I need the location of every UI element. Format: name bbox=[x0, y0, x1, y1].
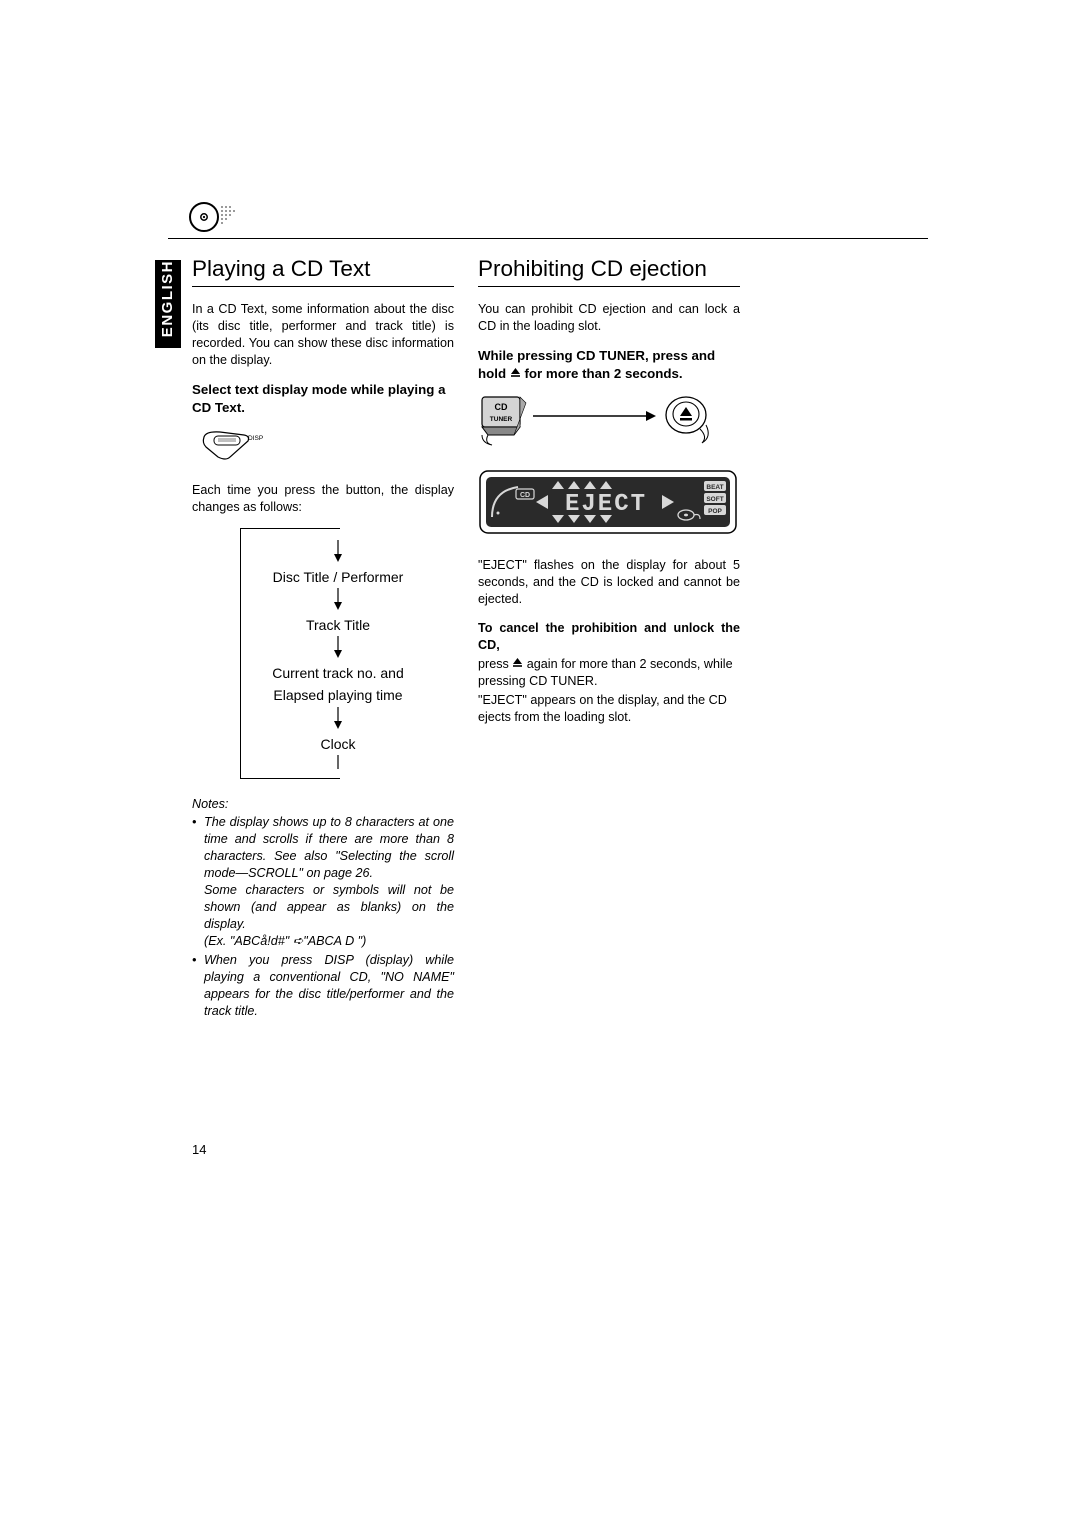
cd-header-icon bbox=[188, 200, 238, 234]
language-tab: ENGLISH bbox=[155, 260, 181, 348]
svg-text:CD: CD bbox=[495, 402, 508, 412]
right-intro: You can prohibit CD ejection and can loc… bbox=[478, 301, 740, 335]
flow-item-3b: Elapsed playing time bbox=[240, 684, 436, 706]
right-instruction: While pressing CD TUNER, press and hold … bbox=[478, 347, 740, 383]
disp-button-illustration: DISP bbox=[200, 427, 454, 468]
left-instruction: Select text display mode while playing a… bbox=[192, 381, 454, 417]
left-column: Playing a CD Text In a CD Text, some inf… bbox=[192, 256, 454, 1022]
svg-text:CD: CD bbox=[520, 492, 530, 499]
display-mode-flowchart: Disc Title / Performer Track Title Curre… bbox=[240, 528, 436, 779]
notes-heading: Notes: bbox=[192, 797, 454, 811]
page-number: 14 bbox=[192, 1142, 206, 1157]
svg-text:TUNER: TUNER bbox=[490, 416, 513, 423]
note-2: When you press DISP (display) while play… bbox=[192, 952, 454, 1020]
left-title: Playing a CD Text bbox=[192, 256, 454, 282]
left-title-rule bbox=[192, 286, 454, 287]
disp-label: DISP bbox=[248, 435, 263, 442]
left-after-button: Each time you press the button, the disp… bbox=[192, 482, 454, 516]
lcd-badge-soft: SOFT bbox=[706, 496, 723, 503]
lcd-display-illustration: CD EJECT bbox=[478, 469, 740, 539]
right-title: Prohibiting CD ejection bbox=[478, 256, 740, 282]
eject-icon bbox=[512, 657, 523, 668]
lcd-badge-pop: POP bbox=[708, 508, 722, 515]
lcd-badge-beat: BEAT bbox=[706, 484, 723, 491]
flow-item-4: Clock bbox=[240, 733, 436, 755]
right-column: Prohibiting CD ejection You can prohibit… bbox=[478, 256, 740, 738]
eject-icon bbox=[510, 367, 521, 378]
flow-item-3a: Current track no. and bbox=[240, 662, 436, 684]
language-tab-label: ENGLISH bbox=[155, 260, 181, 337]
header-divider bbox=[168, 238, 928, 239]
right-title-rule bbox=[478, 286, 740, 287]
cancel-line-1: press again for more than 2 seconds, whi… bbox=[478, 656, 740, 690]
note-1: The display shows up to 8 characters at … bbox=[192, 814, 454, 950]
svg-text:EJECT: EJECT bbox=[565, 491, 647, 518]
cancel-line-2: "EJECT" appears on the display, and the … bbox=[478, 692, 740, 726]
button-combo-illustration: CD TUNER bbox=[478, 393, 740, 451]
cancel-bold: To cancel the prohibition and unlock the… bbox=[478, 620, 740, 654]
flow-item-2: Track Title bbox=[240, 614, 436, 636]
notes-list: The display shows up to 8 characters at … bbox=[192, 814, 454, 1020]
left-intro: In a CD Text, some information about the… bbox=[192, 301, 454, 369]
right-after-lcd: "EJECT" flashes on the display for about… bbox=[478, 557, 740, 608]
flow-item-1: Disc Title / Performer bbox=[240, 566, 436, 588]
